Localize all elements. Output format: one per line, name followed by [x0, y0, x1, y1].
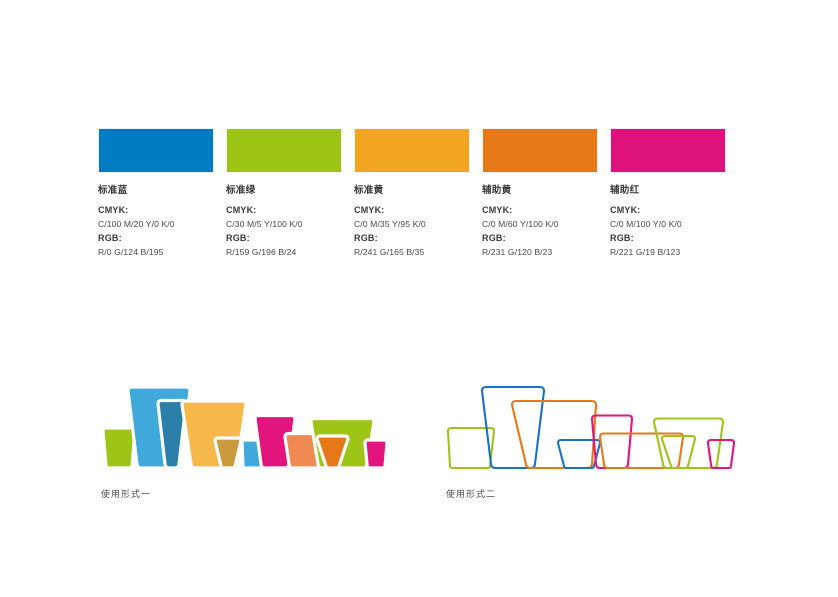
cmyk-label: CMYK:: [98, 205, 129, 215]
color-name-label: 标准蓝: [98, 185, 128, 196]
cmyk-label: CMYK:: [610, 205, 641, 215]
logo-caption-one: 使用形式一: [101, 489, 152, 499]
cmyk-value: C/0 M/35 Y/95 K/0: [354, 219, 426, 229]
color-swatch-item: 标准黄 CMYK: C/0 M/35 Y/95 K/0 RGB: R/241 G…: [354, 128, 470, 259]
outline-shape-green-wide: [652, 417, 725, 470]
logo-caption-two: 使用形式二: [446, 489, 497, 499]
logo-filled-artwork: [101, 385, 389, 470]
color-name-label: 辅助红: [610, 185, 640, 196]
cup-shape-pink-small: [363, 438, 389, 470]
color-chip: [354, 128, 470, 173]
logo-outline-artwork: [446, 385, 736, 470]
color-name-label: 标准黄: [354, 185, 384, 196]
color-spec-block: CMYK: C/0 M/35 Y/95 K/0 RGB: R/241 G/165…: [354, 203, 470, 259]
rgb-label: RGB:: [354, 233, 378, 243]
rgb-value: R/0 G/124 B/195: [98, 247, 164, 257]
color-swatch-item: 辅助黄 CMYK: C/0 M/60 Y/100 K/0 RGB: R/231 …: [482, 128, 598, 259]
logo-usage-form-two: 使用形式二: [440, 375, 740, 500]
cmyk-label: CMYK:: [482, 205, 513, 215]
rgb-value: R/221 G/19 B/123: [610, 247, 681, 257]
outline-shape-orange-wide: [598, 432, 685, 470]
cup-shape-green-1: [101, 426, 137, 470]
color-chip: [226, 128, 342, 173]
color-swatch-item: 辅助红 CMYK: C/0 M/100 Y/0 K/0 RGB: R/221 G…: [610, 128, 726, 259]
color-spec-block: CMYK: C/100 M/20 Y/0 K/0 RGB: R/0 G/124 …: [98, 203, 214, 259]
color-swatch-item: 标准蓝 CMYK: C/100 M/20 Y/0 K/0 RGB: R/0 G/…: [98, 128, 214, 259]
rgb-value: R/159 G/196 B/24: [226, 247, 297, 257]
color-chip: [610, 128, 726, 173]
color-chip: [98, 128, 214, 173]
outline-shape-blue-small: [556, 438, 602, 470]
color-spec-block: CMYK: C/0 M/60 Y/100 K/0 RGB: R/231 G/12…: [482, 203, 598, 259]
outline-shape-pink-small: [706, 438, 736, 470]
logo-usage-form-one: 使用形式一: [95, 375, 395, 500]
rgb-label: RGB:: [98, 233, 122, 243]
outline-shape-magenta-1: [590, 414, 634, 470]
color-chip: [482, 128, 598, 173]
cup-shape-teal: [156, 398, 188, 470]
cup-shape-orange-inner: [315, 434, 350, 470]
outline-shape-green-1: [446, 426, 496, 470]
rgb-label: RGB:: [482, 233, 506, 243]
rgb-label: RGB:: [610, 233, 634, 243]
rgb-value: R/231 G/120 B/23: [482, 247, 553, 257]
color-name-label: 辅助黄: [482, 185, 512, 196]
cmyk-label: CMYK:: [354, 205, 385, 215]
cmyk-value: C/100 M/20 Y/0 K/0: [98, 219, 175, 229]
color-spec-block: CMYK: C/30 M/5 Y/100 K/0 RGB: R/159 G/19…: [226, 203, 342, 259]
cup-shape-ochre: [213, 436, 243, 470]
rgb-value: R/241 G/165 B/35: [354, 247, 425, 257]
color-spec-block: CMYK: C/0 M/100 Y/0 K/0 RGB: R/221 G/19 …: [610, 203, 726, 259]
cmyk-value: C/0 M/100 Y/0 K/0: [610, 219, 682, 229]
cmyk-label: CMYK:: [226, 205, 257, 215]
outline-shape-orange-large: [510, 399, 598, 470]
color-palette-row: 标准蓝 CMYK: C/100 M/20 Y/0 K/0 RGB: R/0 G/…: [98, 128, 726, 259]
color-swatch-item: 标准绿 CMYK: C/30 M/5 Y/100 K/0 RGB: R/159 …: [226, 128, 342, 259]
outline-shape-blue-large: [480, 385, 546, 470]
color-name-label: 标准绿: [226, 185, 256, 196]
outline-shape-green-inner: [660, 434, 697, 470]
cmyk-value: C/30 M/5 Y/100 K/0: [226, 219, 303, 229]
cmyk-value: C/0 M/60 Y/100 K/0: [482, 219, 559, 229]
rgb-label: RGB:: [226, 233, 250, 243]
